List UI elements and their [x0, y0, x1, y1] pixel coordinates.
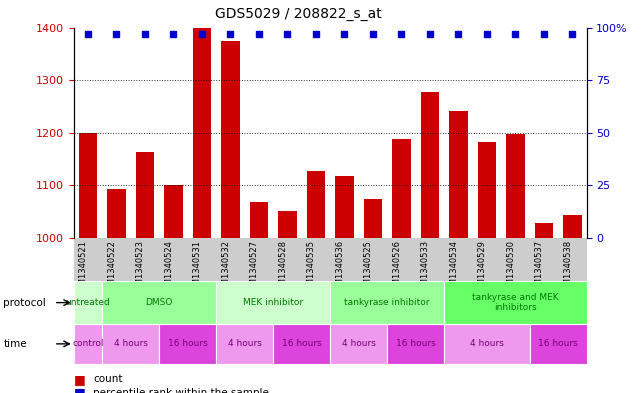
Bar [449, 110, 467, 238]
Bar [306, 171, 325, 238]
Text: tankyrase and MEK
inhibitors: tankyrase and MEK inhibitors [472, 293, 558, 312]
Bar [159, 238, 188, 281]
Bar [249, 202, 268, 238]
Text: GSM1340531: GSM1340531 [193, 240, 202, 296]
Bar [273, 324, 330, 364]
Bar [216, 324, 273, 364]
Bar [363, 199, 382, 238]
Bar [245, 238, 273, 281]
Text: GSM1340524: GSM1340524 [165, 240, 174, 296]
Bar [102, 324, 159, 364]
Bar [102, 281, 216, 324]
Text: GDS5029 / 208822_s_at: GDS5029 / 208822_s_at [215, 7, 381, 21]
Text: tankyrase inhibitor: tankyrase inhibitor [344, 298, 430, 307]
Text: ■: ■ [74, 386, 85, 393]
Text: GSM1340526: GSM1340526 [392, 240, 401, 296]
Text: GSM1340521: GSM1340521 [79, 240, 88, 296]
Text: percentile rank within the sample: percentile rank within the sample [93, 388, 269, 393]
Bar [302, 238, 330, 281]
Bar [563, 215, 581, 238]
Text: GSM1340528: GSM1340528 [278, 240, 287, 296]
Bar [420, 92, 439, 238]
Bar [131, 238, 159, 281]
Bar [330, 324, 387, 364]
Bar [278, 211, 297, 238]
Bar [506, 134, 524, 238]
Bar [387, 238, 415, 281]
Bar [164, 185, 183, 238]
Bar [216, 281, 330, 324]
Bar [74, 324, 102, 364]
Text: GSM1340529: GSM1340529 [478, 240, 487, 296]
Text: 4 hours: 4 hours [228, 340, 262, 348]
Text: GSM1340532: GSM1340532 [221, 240, 230, 296]
Bar [107, 189, 126, 238]
Bar [216, 238, 245, 281]
Text: protocol: protocol [3, 298, 46, 308]
Text: GSM1340527: GSM1340527 [250, 240, 259, 296]
Text: GSM1340535: GSM1340535 [307, 240, 316, 296]
Text: 16 hours: 16 hours [395, 340, 435, 348]
Bar [529, 238, 558, 281]
Bar [535, 223, 553, 238]
Bar [193, 28, 211, 238]
Text: 16 hours: 16 hours [282, 340, 322, 348]
Text: GSM1340534: GSM1340534 [449, 240, 458, 296]
Text: count: count [93, 374, 122, 384]
Bar [273, 238, 302, 281]
Text: GSM1340538: GSM1340538 [563, 240, 572, 296]
Bar [136, 152, 154, 238]
Text: time: time [3, 339, 27, 349]
Bar [74, 281, 102, 324]
Bar [529, 324, 587, 364]
Text: ■: ■ [74, 373, 85, 386]
Text: untreated: untreated [65, 298, 110, 307]
Bar [79, 132, 97, 238]
Bar [472, 238, 501, 281]
Text: GSM1340525: GSM1340525 [364, 240, 373, 296]
Text: GSM1340537: GSM1340537 [535, 240, 544, 296]
Text: 4 hours: 4 hours [470, 340, 504, 348]
Text: GSM1340533: GSM1340533 [421, 240, 430, 296]
Text: control: control [72, 340, 104, 348]
Bar [330, 238, 358, 281]
Bar [159, 324, 216, 364]
Bar [335, 176, 354, 238]
Text: 4 hours: 4 hours [113, 340, 147, 348]
Bar [444, 281, 587, 324]
Bar [444, 324, 529, 364]
Text: GSM1340522: GSM1340522 [108, 240, 117, 296]
Bar [478, 141, 496, 238]
Bar [558, 238, 587, 281]
Text: GSM1340523: GSM1340523 [136, 240, 145, 296]
Text: MEK inhibitor: MEK inhibitor [243, 298, 303, 307]
Bar [330, 281, 444, 324]
Text: GSM1340536: GSM1340536 [335, 240, 344, 296]
Bar [358, 238, 387, 281]
Text: GSM1340530: GSM1340530 [506, 240, 515, 296]
Text: 16 hours: 16 hours [538, 340, 578, 348]
Bar [415, 238, 444, 281]
Bar [74, 238, 102, 281]
Text: 4 hours: 4 hours [342, 340, 376, 348]
Bar [221, 40, 240, 238]
Bar [102, 238, 131, 281]
Bar [188, 238, 216, 281]
Text: DMSO: DMSO [146, 298, 173, 307]
Text: 16 hours: 16 hours [168, 340, 208, 348]
Bar [387, 324, 444, 364]
Bar [444, 238, 472, 281]
Bar [501, 238, 529, 281]
Bar [392, 139, 411, 238]
